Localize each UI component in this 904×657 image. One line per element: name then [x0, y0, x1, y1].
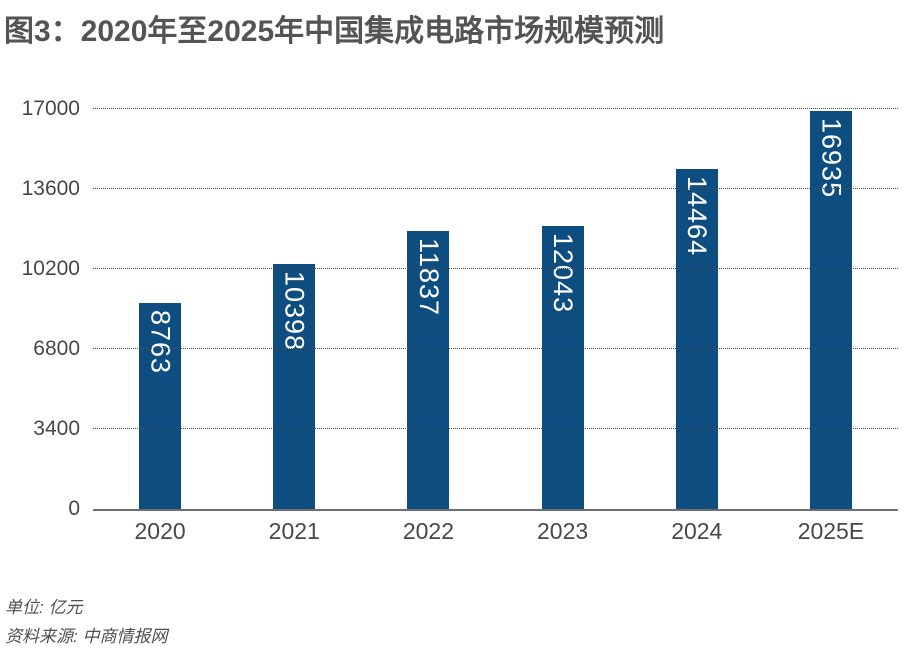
bar-2020: 8763 [139, 302, 182, 509]
bar-value-label: 11837 [413, 237, 444, 316]
y-tick-label: 3400 [33, 417, 80, 440]
bar-value-label: 12043 [548, 232, 579, 313]
gridline [93, 348, 898, 349]
bar-2021: 10398 [273, 264, 316, 509]
y-tick-label: 13600 [21, 177, 80, 200]
gridline [93, 108, 898, 109]
x-axis: 2020 2021 2022 2023 2024 2025E [93, 518, 898, 545]
x-tick-label-2020: 2020 [134, 518, 186, 544]
unit-label: 单位: 亿元 [5, 598, 83, 617]
y-tick-label: 10200 [21, 257, 80, 280]
bar-value-label: 16935 [816, 117, 847, 198]
bar-value-label: 8763 [145, 309, 176, 374]
bar-value-label: 10398 [279, 271, 310, 352]
bar-2024: 14464 [675, 168, 718, 509]
y-tick-label: 17000 [21, 97, 80, 120]
bar-2025e: 16935 [809, 110, 852, 509]
chart-title: 图3：2020年至2025年中国集成电路市场规模预测 [4, 15, 665, 48]
bar-2022: 11837 [407, 230, 450, 509]
x-tick-label-2024: 2024 [671, 518, 723, 544]
plot-area: 8763 10398 11837 12043 14464 16935 [93, 108, 898, 511]
bar-value-label: 14464 [682, 175, 713, 256]
y-tick-label: 0 [68, 497, 80, 520]
x-tick-label-2022: 2022 [402, 518, 455, 544]
source-label: 资料来源: 中商情报网 [5, 627, 168, 646]
x-tick-label-2023: 2023 [537, 518, 589, 544]
y-tick-label: 6800 [33, 337, 80, 360]
gridline [93, 188, 898, 189]
x-tick-label-2025e: 2025E [797, 518, 865, 544]
gridline [93, 268, 898, 269]
bar-series: 8763 10398 11837 12043 14464 16935 [93, 109, 898, 509]
bar-2023: 12043 [541, 225, 584, 509]
x-tick-label-2021: 2021 [268, 518, 320, 544]
gridline [93, 428, 898, 429]
